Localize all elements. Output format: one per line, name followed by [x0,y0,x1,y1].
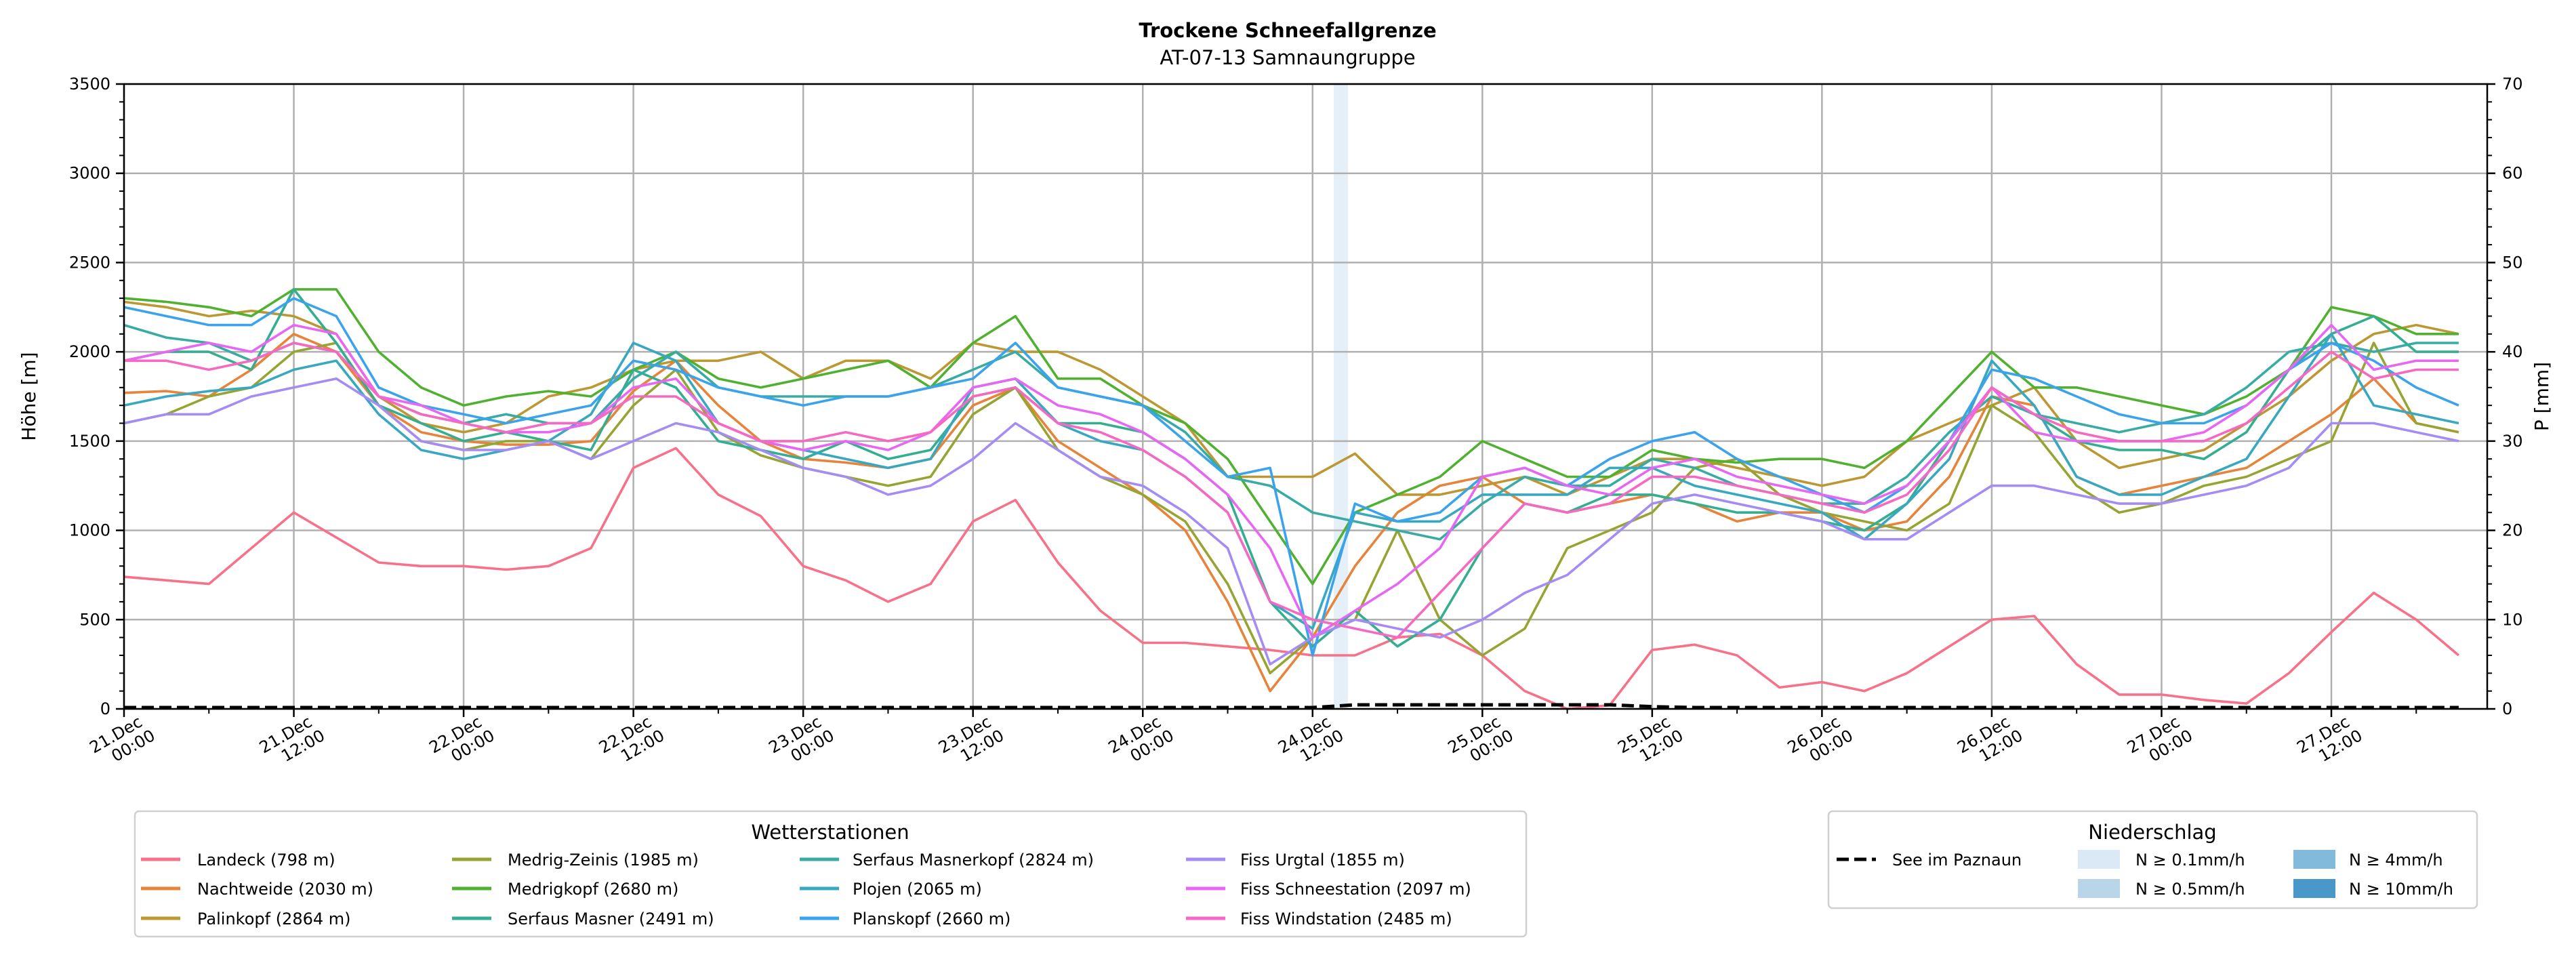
series-line-8 [123,297,2459,657]
y-right-tick-label: 0 [2502,699,2512,718]
legend-label: Serfaus Masnerkopf (2824 m) [853,851,1094,870]
series-line-2 [123,300,2459,496]
series-line-4 [123,288,2459,586]
y-tick-label: 0 [100,699,110,718]
y-tick-label: 1000 [69,521,110,540]
precip-legend-swatch [2078,879,2120,898]
precip-legend-label: N ≥ 0.5mm/h [2135,880,2245,899]
y-tick-label: 500 [79,610,110,629]
x-tick-label: 23.Dec12:00 [935,710,1007,773]
stations-legend-title: Wetterstationen [751,821,909,844]
legend-label: Medrig-Zeinis (1985 m) [508,851,699,870]
legend-label: Fiss Urgtal (1855 m) [1240,851,1405,870]
y-right-tick-label: 50 [2502,253,2523,272]
y-tick-label: 2000 [69,342,110,361]
y-right-tick-label: 70 [2502,75,2523,94]
y-tick-label: 3500 [69,75,110,94]
plot-frame [123,83,2489,710]
legend-label: Fiss Windstation (2485 m) [1240,909,1452,928]
lake-legend-label: See im Paznaun [1892,851,2022,870]
precip-legend-swatch [2078,850,2120,869]
x-tick-label: 21.Dec00:00 [86,710,158,773]
legend-label: Serfaus Masner (2491 m) [508,909,714,928]
series-line-9 [123,377,2459,666]
y-right-tick-label: 60 [2502,164,2523,183]
legend-label: Planskopf (2660 m) [853,909,1010,928]
y-axis-label-right: P [mm] [2531,362,2553,431]
y-tick-label: 2500 [69,253,110,272]
y-right-tick-label: 10 [2502,610,2523,629]
y-axis-label: Höhe [m] [18,352,40,441]
x-tick-label: 25.Dec00:00 [1445,710,1517,773]
x-tick-label: 26.Dec12:00 [1954,710,2026,773]
precipitation-legend: Niederschlag See im Paznaun N ≥ 0.1mm/h N… [1827,810,2478,909]
series-line-0 [123,447,2460,710]
lake-line [124,703,2459,710]
y-tick-label: 1500 [69,432,110,451]
precip-legend-swatch [2293,850,2335,869]
y-tick-label: 3000 [69,164,110,183]
y-right-tick-label: 40 [2502,342,2523,361]
precip-legend-swatch [2293,879,2335,898]
station-series [123,288,2460,710]
chart-title: Trockene Schneefallgrenze [1139,19,1436,42]
y-right-tick-label: 20 [2502,521,2523,540]
series-line-5 [123,288,2459,648]
precip-legend-label: N ≥ 0.1mm/h [2135,851,2245,870]
legend-label: Fiss Schneestation (2097 m) [1240,880,1471,899]
precip-legend-label: N ≥ 10mm/h [2349,880,2453,899]
stations-legend: Wetterstationen Landeck (798 m) Nachtweid… [134,810,1528,938]
x-tick-label: 23.Dec00:00 [766,710,838,773]
x-tick-label: 21.Dec12:00 [256,710,328,773]
grid-lines [123,83,2487,710]
series-line-6 [123,323,2459,541]
lake-series [124,703,2459,710]
x-tick-label: 24.Dec12:00 [1275,710,1347,773]
x-tick-label: 27.Dec00:00 [2124,710,2196,773]
precipitation-bands [1334,84,1348,709]
series-line-3 [123,342,2459,675]
legend-label: Palinkopf (2864 m) [197,909,351,928]
x-tick-label: 25.Dec12:00 [1614,710,1686,773]
x-tick-label: 22.Dec12:00 [596,710,668,773]
chart-subtitle: AT-07-13 Samnaungruppe [1160,46,1415,69]
x-tick-label: 26.Dec00:00 [1784,710,1856,773]
precip-legend-label: N ≥ 4mm/h [2349,851,2443,870]
stations-legend-box [134,810,1528,938]
legend-label: Nachtweide (2030 m) [197,880,373,899]
series-line-10 [123,323,2459,639]
precipitation-band [1334,84,1348,709]
series-line-1 [123,333,2459,693]
precipitation-legend-title: Niederschlag [2088,821,2216,844]
legend-label: Landeck (798 m) [197,851,335,870]
x-tick-label: 27.Dec12:00 [2293,710,2365,773]
legend-label: Medrigkopf (2680 m) [508,880,678,899]
x-tick-label: 24.Dec00:00 [1105,710,1177,773]
series-line-11 [124,342,2459,639]
x-tick-label: 22.Dec00:00 [426,710,497,773]
series-line-7 [123,333,2459,630]
y-right-tick-label: 30 [2502,432,2523,451]
legend-label: Plojen (2065 m) [853,880,982,899]
